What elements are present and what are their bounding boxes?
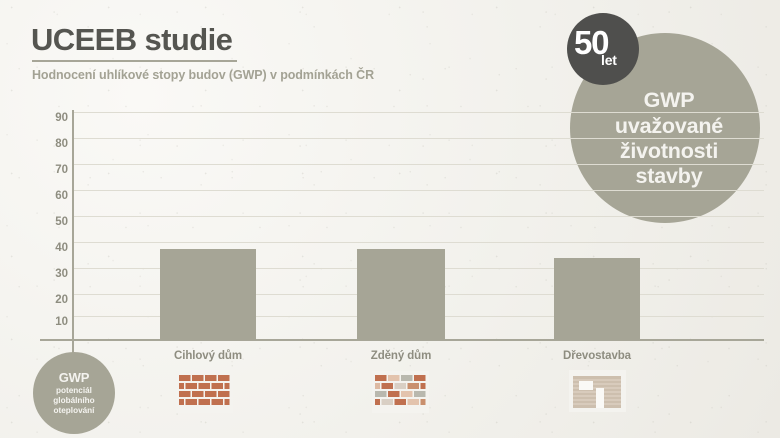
brick-wall-red-icon xyxy=(176,371,233,413)
category-label-zdeny-dum: Zděný dům xyxy=(370,350,432,362)
y-tick-label: 10 xyxy=(55,316,68,328)
category-label-drevostavba: Dřevostavba xyxy=(563,350,631,362)
y-tick-label: 30 xyxy=(55,268,68,280)
y-axis-line xyxy=(72,110,74,342)
bar-cihlovy-dum[interactable] xyxy=(160,249,256,340)
y-tick-label: 70 xyxy=(55,164,68,176)
page-title: UCEEB studie xyxy=(31,22,233,57)
y-axis-stub xyxy=(72,339,74,353)
brick-wall-mixed-icon xyxy=(372,371,429,413)
bar-zdeny-dum[interactable] xyxy=(357,249,445,340)
gwp-legend-circle: GWP potenciál globálního oteplování xyxy=(33,352,115,434)
category-label-cihlovy-dum: Cihlový dům xyxy=(174,350,242,362)
gwp-legend-line-3: oteplování xyxy=(53,406,95,416)
bar-drevostavba[interactable] xyxy=(554,258,640,340)
badge-line-3: životnosti xyxy=(619,139,719,163)
gridline-70 xyxy=(74,164,764,165)
years-badge-circle xyxy=(567,13,639,85)
gwp-legend-line-2: globálního xyxy=(53,395,95,405)
title-divider xyxy=(32,60,237,62)
page-subtitle: Hodnocení uhlíkové stopy budov (GWP) v p… xyxy=(32,68,375,82)
wood-house-wall-icon xyxy=(569,370,626,412)
gridline-90 xyxy=(74,112,764,113)
y-tick-label: 40 xyxy=(55,242,68,254)
y-tick-label: 90 xyxy=(55,112,68,124)
badge-line-2: uvažované xyxy=(614,113,724,138)
gwp-legend-content: GWP potenciál globálního oteplování xyxy=(53,370,94,417)
gridline-50 xyxy=(74,216,764,217)
gridline-60 xyxy=(74,190,764,191)
years-badge-unit: let xyxy=(601,52,617,68)
lifetime-badge-text: GWP uvažované životnosti stavby xyxy=(607,66,723,189)
y-tick-label: 80 xyxy=(55,138,68,150)
gwp-legend-line-1: potenciál xyxy=(56,385,92,395)
badge-line-4: stavby xyxy=(635,164,703,189)
gridline-40 xyxy=(74,242,764,243)
years-badge-number: 50 xyxy=(574,24,610,61)
gwp-legend-description: potenciál globálního oteplování xyxy=(53,386,94,417)
y-tick-label: 60 xyxy=(55,190,68,202)
y-tick-label: 20 xyxy=(55,294,68,306)
badge-line-1: GWP xyxy=(643,88,695,113)
y-tick-label: 50 xyxy=(55,216,68,228)
gwp-legend-title: GWP xyxy=(58,369,90,385)
gridline-80 xyxy=(74,138,764,139)
x-axis-line xyxy=(40,339,764,341)
